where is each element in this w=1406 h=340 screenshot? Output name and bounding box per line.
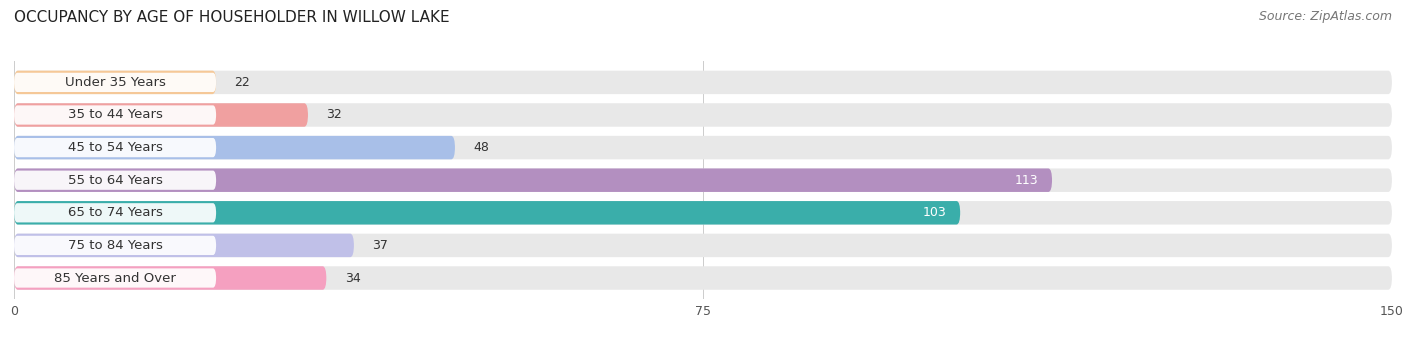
- Text: 113: 113: [1015, 174, 1038, 187]
- FancyBboxPatch shape: [14, 105, 217, 125]
- Text: OCCUPANCY BY AGE OF HOUSEHOLDER IN WILLOW LAKE: OCCUPANCY BY AGE OF HOUSEHOLDER IN WILLO…: [14, 10, 450, 25]
- FancyBboxPatch shape: [14, 234, 354, 257]
- FancyBboxPatch shape: [14, 171, 217, 190]
- FancyBboxPatch shape: [14, 138, 217, 157]
- FancyBboxPatch shape: [14, 168, 1052, 192]
- Text: 32: 32: [326, 108, 342, 121]
- FancyBboxPatch shape: [14, 236, 217, 255]
- FancyBboxPatch shape: [14, 136, 456, 159]
- FancyBboxPatch shape: [14, 103, 1392, 127]
- FancyBboxPatch shape: [14, 266, 1392, 290]
- Text: 75 to 84 Years: 75 to 84 Years: [67, 239, 163, 252]
- Text: 55 to 64 Years: 55 to 64 Years: [67, 174, 163, 187]
- FancyBboxPatch shape: [14, 266, 326, 290]
- Text: 22: 22: [235, 76, 250, 89]
- FancyBboxPatch shape: [14, 201, 1392, 224]
- FancyBboxPatch shape: [14, 203, 217, 222]
- Text: 65 to 74 Years: 65 to 74 Years: [67, 206, 163, 219]
- Text: 85 Years and Over: 85 Years and Over: [55, 272, 176, 285]
- Text: 103: 103: [922, 206, 946, 219]
- Text: 34: 34: [344, 272, 360, 285]
- Text: 45 to 54 Years: 45 to 54 Years: [67, 141, 163, 154]
- Text: 35 to 44 Years: 35 to 44 Years: [67, 108, 163, 121]
- FancyBboxPatch shape: [14, 71, 1392, 94]
- FancyBboxPatch shape: [14, 136, 1392, 159]
- FancyBboxPatch shape: [14, 268, 217, 288]
- FancyBboxPatch shape: [14, 168, 1392, 192]
- FancyBboxPatch shape: [14, 73, 217, 92]
- Text: Source: ZipAtlas.com: Source: ZipAtlas.com: [1258, 10, 1392, 23]
- FancyBboxPatch shape: [14, 103, 308, 127]
- Text: 37: 37: [373, 239, 388, 252]
- FancyBboxPatch shape: [14, 201, 960, 224]
- FancyBboxPatch shape: [14, 71, 217, 94]
- FancyBboxPatch shape: [14, 234, 1392, 257]
- Text: Under 35 Years: Under 35 Years: [65, 76, 166, 89]
- Text: 48: 48: [474, 141, 489, 154]
